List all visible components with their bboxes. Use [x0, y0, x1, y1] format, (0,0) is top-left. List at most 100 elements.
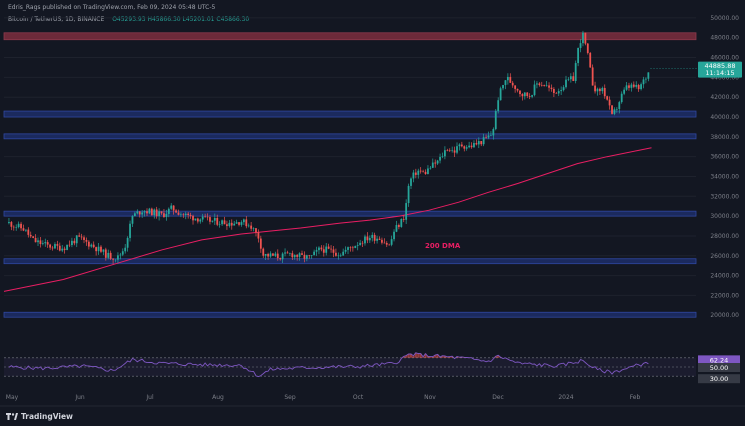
candle-body [439, 156, 441, 161]
ohlc-values: O45293.93 H45866.30 L45201.01 C45866.30 [112, 16, 250, 23]
candle-body [206, 216, 209, 218]
time-axis: May Jun Jul Aug Sep Oct Nov Dec 2024 Feb [0, 394, 745, 407]
candle-body [451, 150, 454, 152]
candle-body [586, 43, 589, 53]
candle-body [441, 156, 444, 157]
time-tick-label: Nov [424, 394, 436, 401]
price-tick-label: 24000.00 [710, 273, 739, 280]
candle-body [608, 99, 611, 106]
candle-body [153, 209, 156, 216]
candle-body [71, 240, 73, 246]
candle-body [545, 85, 548, 87]
time-tick-label: Aug [212, 394, 224, 401]
sr-zones [3, 32, 697, 318]
candle-body [485, 137, 487, 138]
candle-body [490, 135, 492, 137]
candle-body [434, 162, 437, 164]
candle-body [124, 247, 127, 252]
candle-body [257, 232, 260, 239]
candle-body [330, 248, 332, 250]
candle-body [281, 253, 284, 260]
candle-body [448, 150, 451, 152]
candle-body [15, 227, 18, 228]
candle-body [356, 245, 359, 246]
candle-body [351, 247, 354, 249]
candle-body [131, 216, 134, 224]
candle-body [240, 222, 243, 225]
candle-body [73, 240, 76, 244]
candle-body [523, 92, 526, 97]
last-price-box [698, 61, 742, 78]
candle-body [293, 254, 296, 258]
resistance-zone [3, 32, 697, 41]
ma-200-layer: 200 DMA [3, 147, 652, 292]
candle-body [46, 242, 49, 245]
candle-body [359, 242, 362, 246]
candle-body [366, 236, 369, 241]
candle-body [405, 203, 408, 220]
candle-body [565, 79, 567, 88]
candle-body [552, 89, 555, 93]
candle-body [267, 253, 269, 257]
candle-body [264, 253, 267, 256]
candle-body [226, 224, 228, 227]
price-tick-label: 32000.00 [710, 193, 739, 200]
candle-body [453, 150, 456, 153]
candle-body [642, 79, 645, 85]
candle-body [400, 219, 403, 227]
chart-grid [4, 17, 696, 316]
candle-body [635, 84, 638, 87]
candle-body [393, 231, 395, 240]
candle-body [34, 237, 37, 243]
candle-body [121, 251, 124, 255]
candle-body [354, 245, 357, 249]
time-tick-label: Jul [145, 394, 154, 401]
tradingview-logo-icon [6, 413, 18, 420]
candle-body [589, 52, 592, 68]
candle-body [196, 218, 199, 222]
candle-body [233, 223, 236, 226]
candle-body [557, 91, 560, 94]
candle-body [550, 87, 553, 90]
candle-body [291, 253, 294, 258]
rsi-tag-box [698, 363, 740, 372]
candle-body [640, 84, 642, 90]
symbol-line: Bitcoin / TetherUS, 1D, BINANCE O45293.9… [8, 16, 249, 24]
candle-body [410, 178, 412, 186]
candle-body [364, 236, 366, 244]
candle-body [473, 143, 475, 148]
candle-body [92, 244, 95, 248]
candle-body [66, 244, 68, 250]
candle-body [187, 213, 190, 215]
candle-body [475, 143, 478, 145]
candle-body [165, 213, 168, 217]
candle-body [465, 147, 468, 149]
candle-body [167, 208, 170, 214]
candle-body [95, 247, 98, 252]
candle-body [296, 254, 299, 257]
candle-body [511, 82, 514, 86]
candle-body [335, 252, 337, 256]
candle-body [228, 222, 231, 227]
time-tick-label: Sep [284, 394, 296, 401]
candle-body [250, 225, 253, 229]
price-tick-label: 34000.00 [710, 173, 739, 180]
candle-body [342, 251, 345, 256]
candle-body [322, 249, 325, 253]
tradingview-logo[interactable]: TradingView [6, 412, 73, 421]
candle-body [51, 247, 54, 249]
candle-body [242, 219, 245, 223]
candle-body [637, 84, 640, 90]
candle-body [255, 228, 257, 233]
candle-body [308, 255, 311, 256]
candle-body [284, 252, 286, 254]
candle-body [390, 239, 393, 245]
rsi-tag-box [698, 374, 740, 384]
candle-body [327, 246, 330, 249]
rsi-tag-label: 62.24 [710, 356, 729, 364]
candle-body [533, 84, 536, 96]
price-tick-label: 42000.00 [710, 94, 739, 101]
candle-body [596, 88, 599, 92]
candle-body [506, 76, 509, 81]
